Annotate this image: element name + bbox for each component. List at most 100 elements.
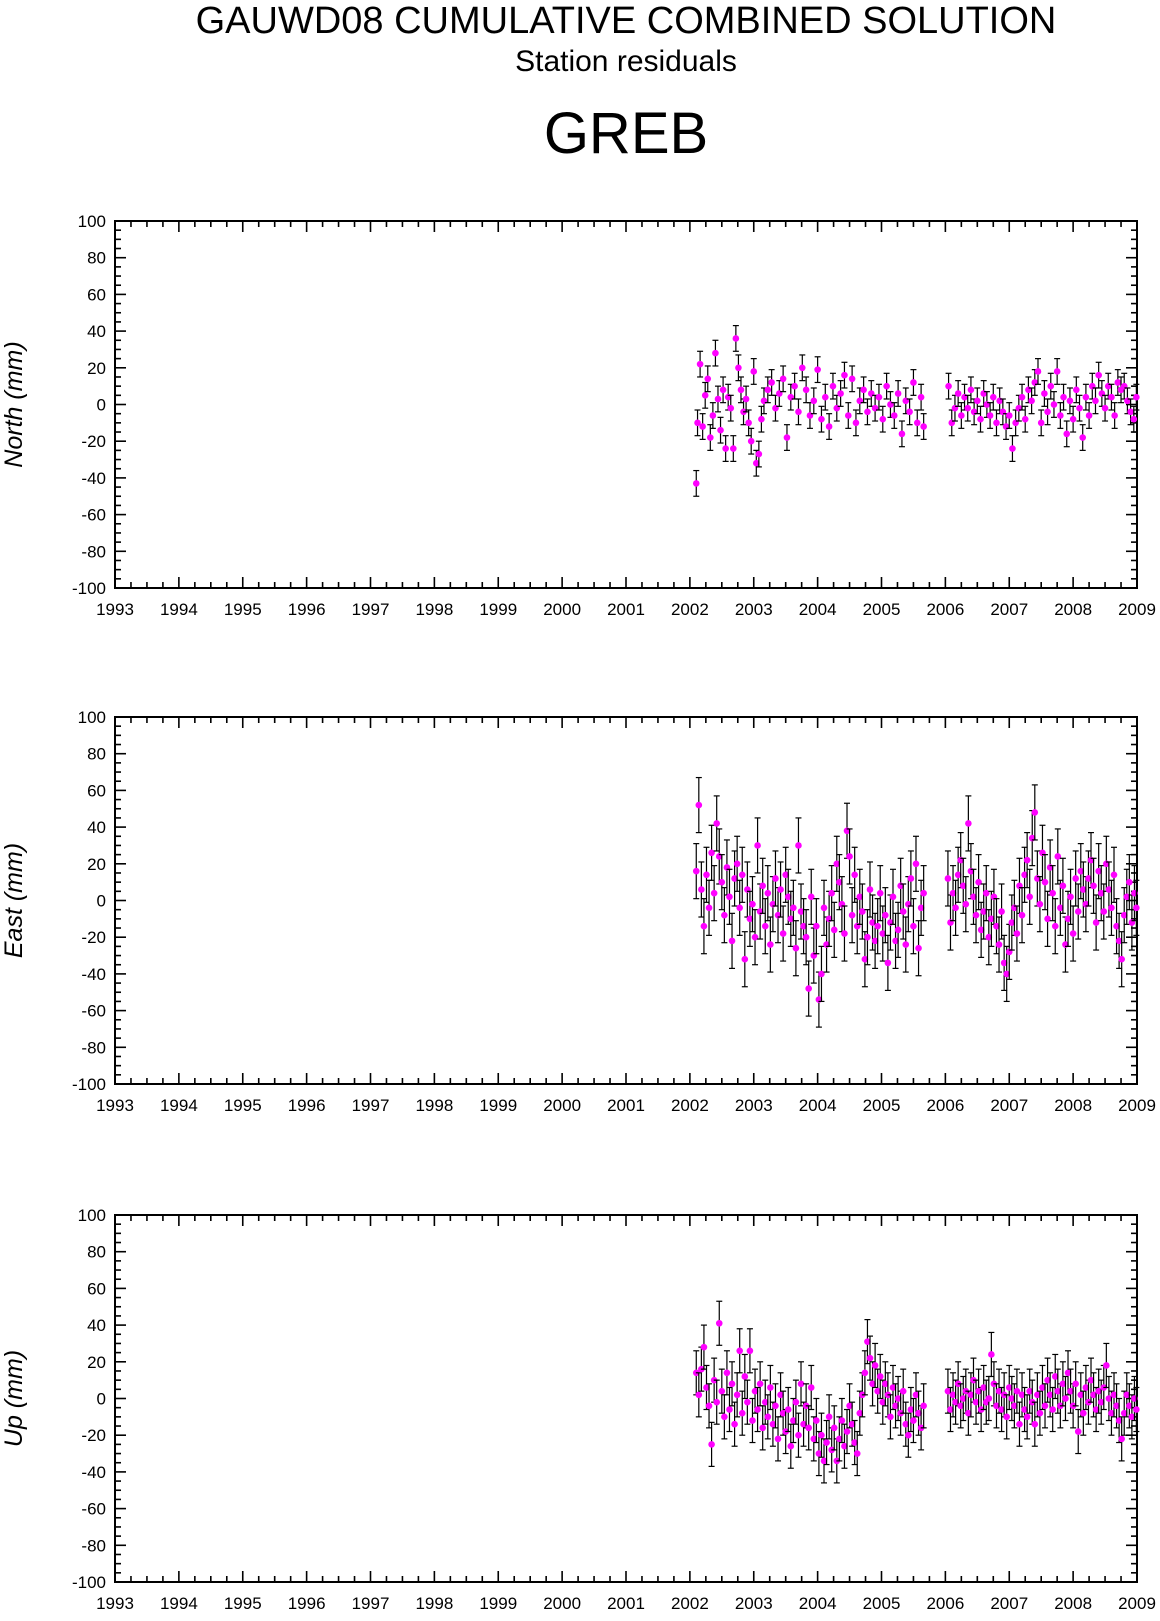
east-data-point — [894, 926, 902, 934]
up-data-point — [1011, 1402, 1018, 1410]
up-y-tick-label: -80 — [81, 1536, 106, 1555]
up-data-point — [1074, 1428, 1082, 1435]
up-data-point — [1049, 1406, 1056, 1413]
up-data-point — [715, 1319, 723, 1327]
east-data-point — [871, 937, 879, 945]
up-data-point — [1115, 1417, 1123, 1424]
up-data-point — [772, 1402, 779, 1410]
north-data-point — [958, 412, 965, 419]
up-data-point — [1095, 1387, 1102, 1395]
up-x-tick-label: 1994 — [160, 1594, 198, 1613]
east-data-point — [1026, 893, 1033, 901]
east-data-point — [972, 911, 980, 919]
north-data-point — [864, 408, 871, 416]
east-data-point — [820, 904, 828, 912]
up-data-point — [779, 1409, 787, 1417]
up-x-tick-label: 2000 — [543, 1594, 581, 1613]
up-x-tick-label: 2009 — [1118, 1594, 1156, 1613]
up-data-point — [736, 1347, 743, 1355]
north-data-point — [814, 366, 821, 373]
north-data-point — [829, 382, 837, 390]
up-data-point — [764, 1413, 772, 1421]
up-data-point — [726, 1406, 733, 1413]
up-data-point — [713, 1398, 721, 1406]
up-data-point — [980, 1384, 987, 1391]
east-data-point — [767, 941, 774, 948]
up-data-point — [998, 1406, 1005, 1413]
north-x-tick-label: 2003 — [735, 600, 773, 619]
up-data-point — [965, 1409, 972, 1417]
north-data-point — [1101, 404, 1109, 412]
up-y-tick-label: 20 — [87, 1353, 106, 1372]
east-data-point — [869, 919, 876, 926]
up-data-point — [744, 1398, 751, 1406]
north-data-point — [753, 459, 760, 467]
up-data-point — [1046, 1391, 1054, 1399]
up-y-axis-label: Up (mm) — [0, 1350, 28, 1447]
north-data-point — [1085, 412, 1093, 419]
east-data-point — [1008, 919, 1016, 926]
up-data-point — [1034, 1391, 1041, 1399]
east-data-point — [708, 849, 715, 857]
north-data-point — [779, 375, 787, 383]
east-data-point — [1123, 893, 1131, 901]
up-data-point — [907, 1406, 915, 1413]
north-data-point — [758, 415, 765, 423]
north-y-tick-label: 40 — [87, 322, 106, 341]
east-data-point — [787, 915, 795, 923]
up-data-point — [879, 1398, 887, 1406]
up-data-point — [1005, 1384, 1013, 1391]
north-x-tick-label: 1995 — [224, 600, 262, 619]
north-data-point — [993, 419, 1000, 427]
north-data-point — [883, 382, 890, 390]
east-x-tick-label: 2001 — [607, 1096, 645, 1115]
east-data-point — [985, 933, 993, 941]
up-x-tick-label: 2003 — [735, 1594, 773, 1613]
north-data-point — [890, 412, 898, 419]
north-y-tick-label: -100 — [72, 579, 106, 598]
up-data-point — [800, 1420, 807, 1428]
north-data-point — [1018, 393, 1026, 401]
north-x-tick-label: 1993 — [96, 600, 134, 619]
up-data-point — [823, 1439, 830, 1446]
up-x-tick-label: 2001 — [607, 1594, 645, 1613]
up-data-point — [985, 1395, 993, 1402]
figure-subtitle: Station residuals — [515, 45, 737, 78]
north-data-point — [1053, 368, 1061, 375]
north-data-point — [1069, 415, 1077, 423]
up-data-point — [705, 1402, 713, 1410]
north-data-point — [825, 423, 833, 430]
east-data-point — [859, 908, 866, 915]
north-data-point — [1082, 393, 1090, 401]
up-data-point — [769, 1420, 777, 1428]
east-data-point — [1041, 878, 1049, 886]
east-data-point — [1059, 882, 1067, 890]
up-data-point — [1023, 1413, 1031, 1421]
up-data-point — [952, 1398, 959, 1406]
east-data-point — [1023, 856, 1031, 864]
east-data-point — [728, 937, 736, 945]
east-data-point — [1113, 922, 1120, 930]
up-data-point — [777, 1391, 784, 1399]
north-data-point — [837, 390, 844, 397]
north-data-point — [1127, 408, 1134, 416]
north-data-point — [704, 375, 712, 383]
up-data-point — [1064, 1369, 1072, 1377]
up-data-point — [774, 1435, 782, 1443]
east-data-point — [1110, 871, 1118, 879]
north-x-tick-label: 2002 — [671, 600, 709, 619]
east-data-point — [1021, 871, 1028, 879]
up-data-point — [1021, 1406, 1028, 1413]
north-data-point — [768, 379, 775, 386]
east-data-point — [779, 930, 787, 937]
east-x-tick-label: 2003 — [735, 1096, 773, 1115]
east-data-point — [995, 941, 1003, 948]
north-data-point — [791, 382, 798, 390]
up-data-point — [754, 1406, 761, 1413]
north-data-point — [764, 386, 772, 394]
up-y-tick-label: -20 — [81, 1426, 106, 1445]
east-data-point — [954, 871, 962, 879]
east-data-point — [700, 922, 708, 930]
east-y-tick-label: -20 — [81, 928, 106, 947]
east-data-point — [692, 867, 700, 875]
